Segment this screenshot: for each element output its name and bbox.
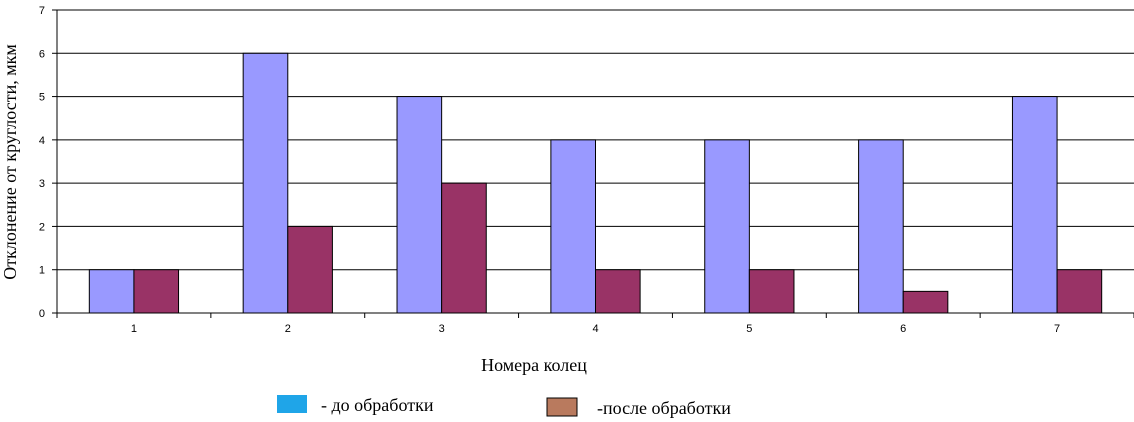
y-tick-label: 6 [39,48,45,60]
x-tick-label: 2 [285,323,291,335]
legend-label-after: -после обработки [597,398,731,418]
x-tick-label: 3 [439,323,445,335]
x-tick-label: 7 [1054,323,1060,335]
y-tick-label: 0 [39,308,45,320]
x-tick-label: 1 [131,323,137,335]
y-axis-label: Отклонение от круглости, мкм [0,44,20,280]
x-tick-label: 6 [900,323,906,335]
bar-before-7 [1011,96,1058,314]
y-tick-label: 3 [39,178,45,190]
bar-after-4 [595,269,641,314]
y-tick-labels: 0 1 2 3 4 5 6 7 [39,5,57,320]
legend-swatch-after [546,397,578,417]
legend: - до обработки -после обработки [277,395,731,418]
bar-before-3 [396,96,443,314]
bar-after-7 [1056,269,1103,314]
bar-after-1 [133,269,180,314]
x-tick-label: 4 [592,323,598,335]
bar-before-5 [704,139,750,314]
bar-before-6 [858,139,904,314]
bar-after-5 [748,269,795,314]
bar-after-3 [441,182,487,314]
bar-after-6 [902,290,949,314]
bars [88,52,1103,314]
bar-before-4 [550,139,596,314]
x-tick-label: 5 [746,323,752,335]
legend-label-before: - до обработки [321,395,434,415]
y-tick-label: 7 [39,5,45,17]
y-tick-label: 4 [39,135,45,147]
legend-swatch-before [277,395,307,413]
bar-before-1 [88,269,135,314]
bar-before-2 [242,52,289,314]
y-tick-label: 5 [39,92,45,104]
y-tick-label: 2 [39,221,45,233]
y-tick-label: 1 [39,265,45,277]
bar-after-2 [287,225,333,314]
x-axis-label: Номера колец [481,355,587,375]
x-tick-labels: 1 2 3 4 5 6 7 [56,313,1134,335]
